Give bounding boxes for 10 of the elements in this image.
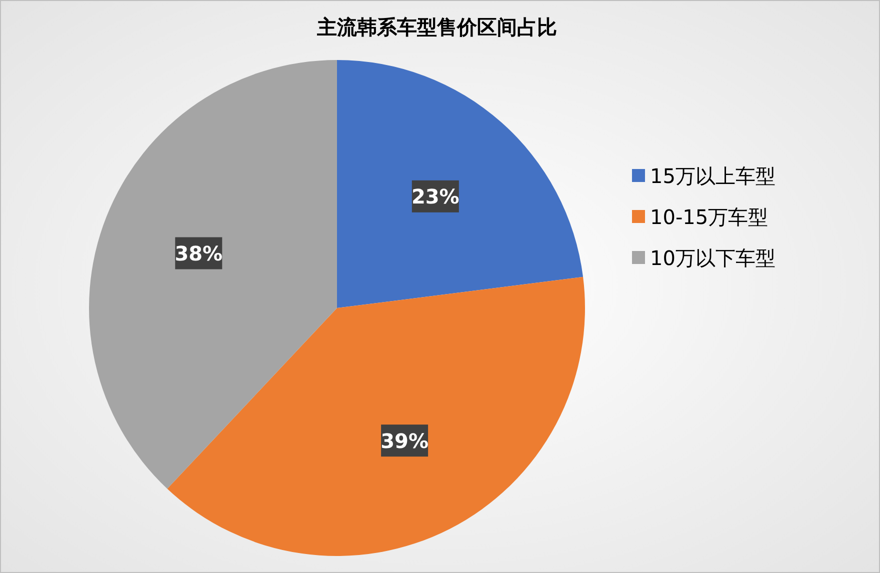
- pie-slice: [89, 60, 337, 489]
- data-label: 38%: [174, 241, 223, 266]
- chart-title: 主流韩系车型售价区间占比: [316, 15, 557, 39]
- legend-label: 10-15万车型: [650, 205, 768, 229]
- pie-slice: [167, 276, 585, 556]
- pie-slice: [337, 60, 584, 308]
- data-label: 23%: [411, 184, 460, 209]
- legend-label: 15万以上车型: [650, 164, 776, 188]
- legend-label: 10万以下车型: [650, 246, 776, 270]
- data-label: 39%: [380, 428, 428, 453]
